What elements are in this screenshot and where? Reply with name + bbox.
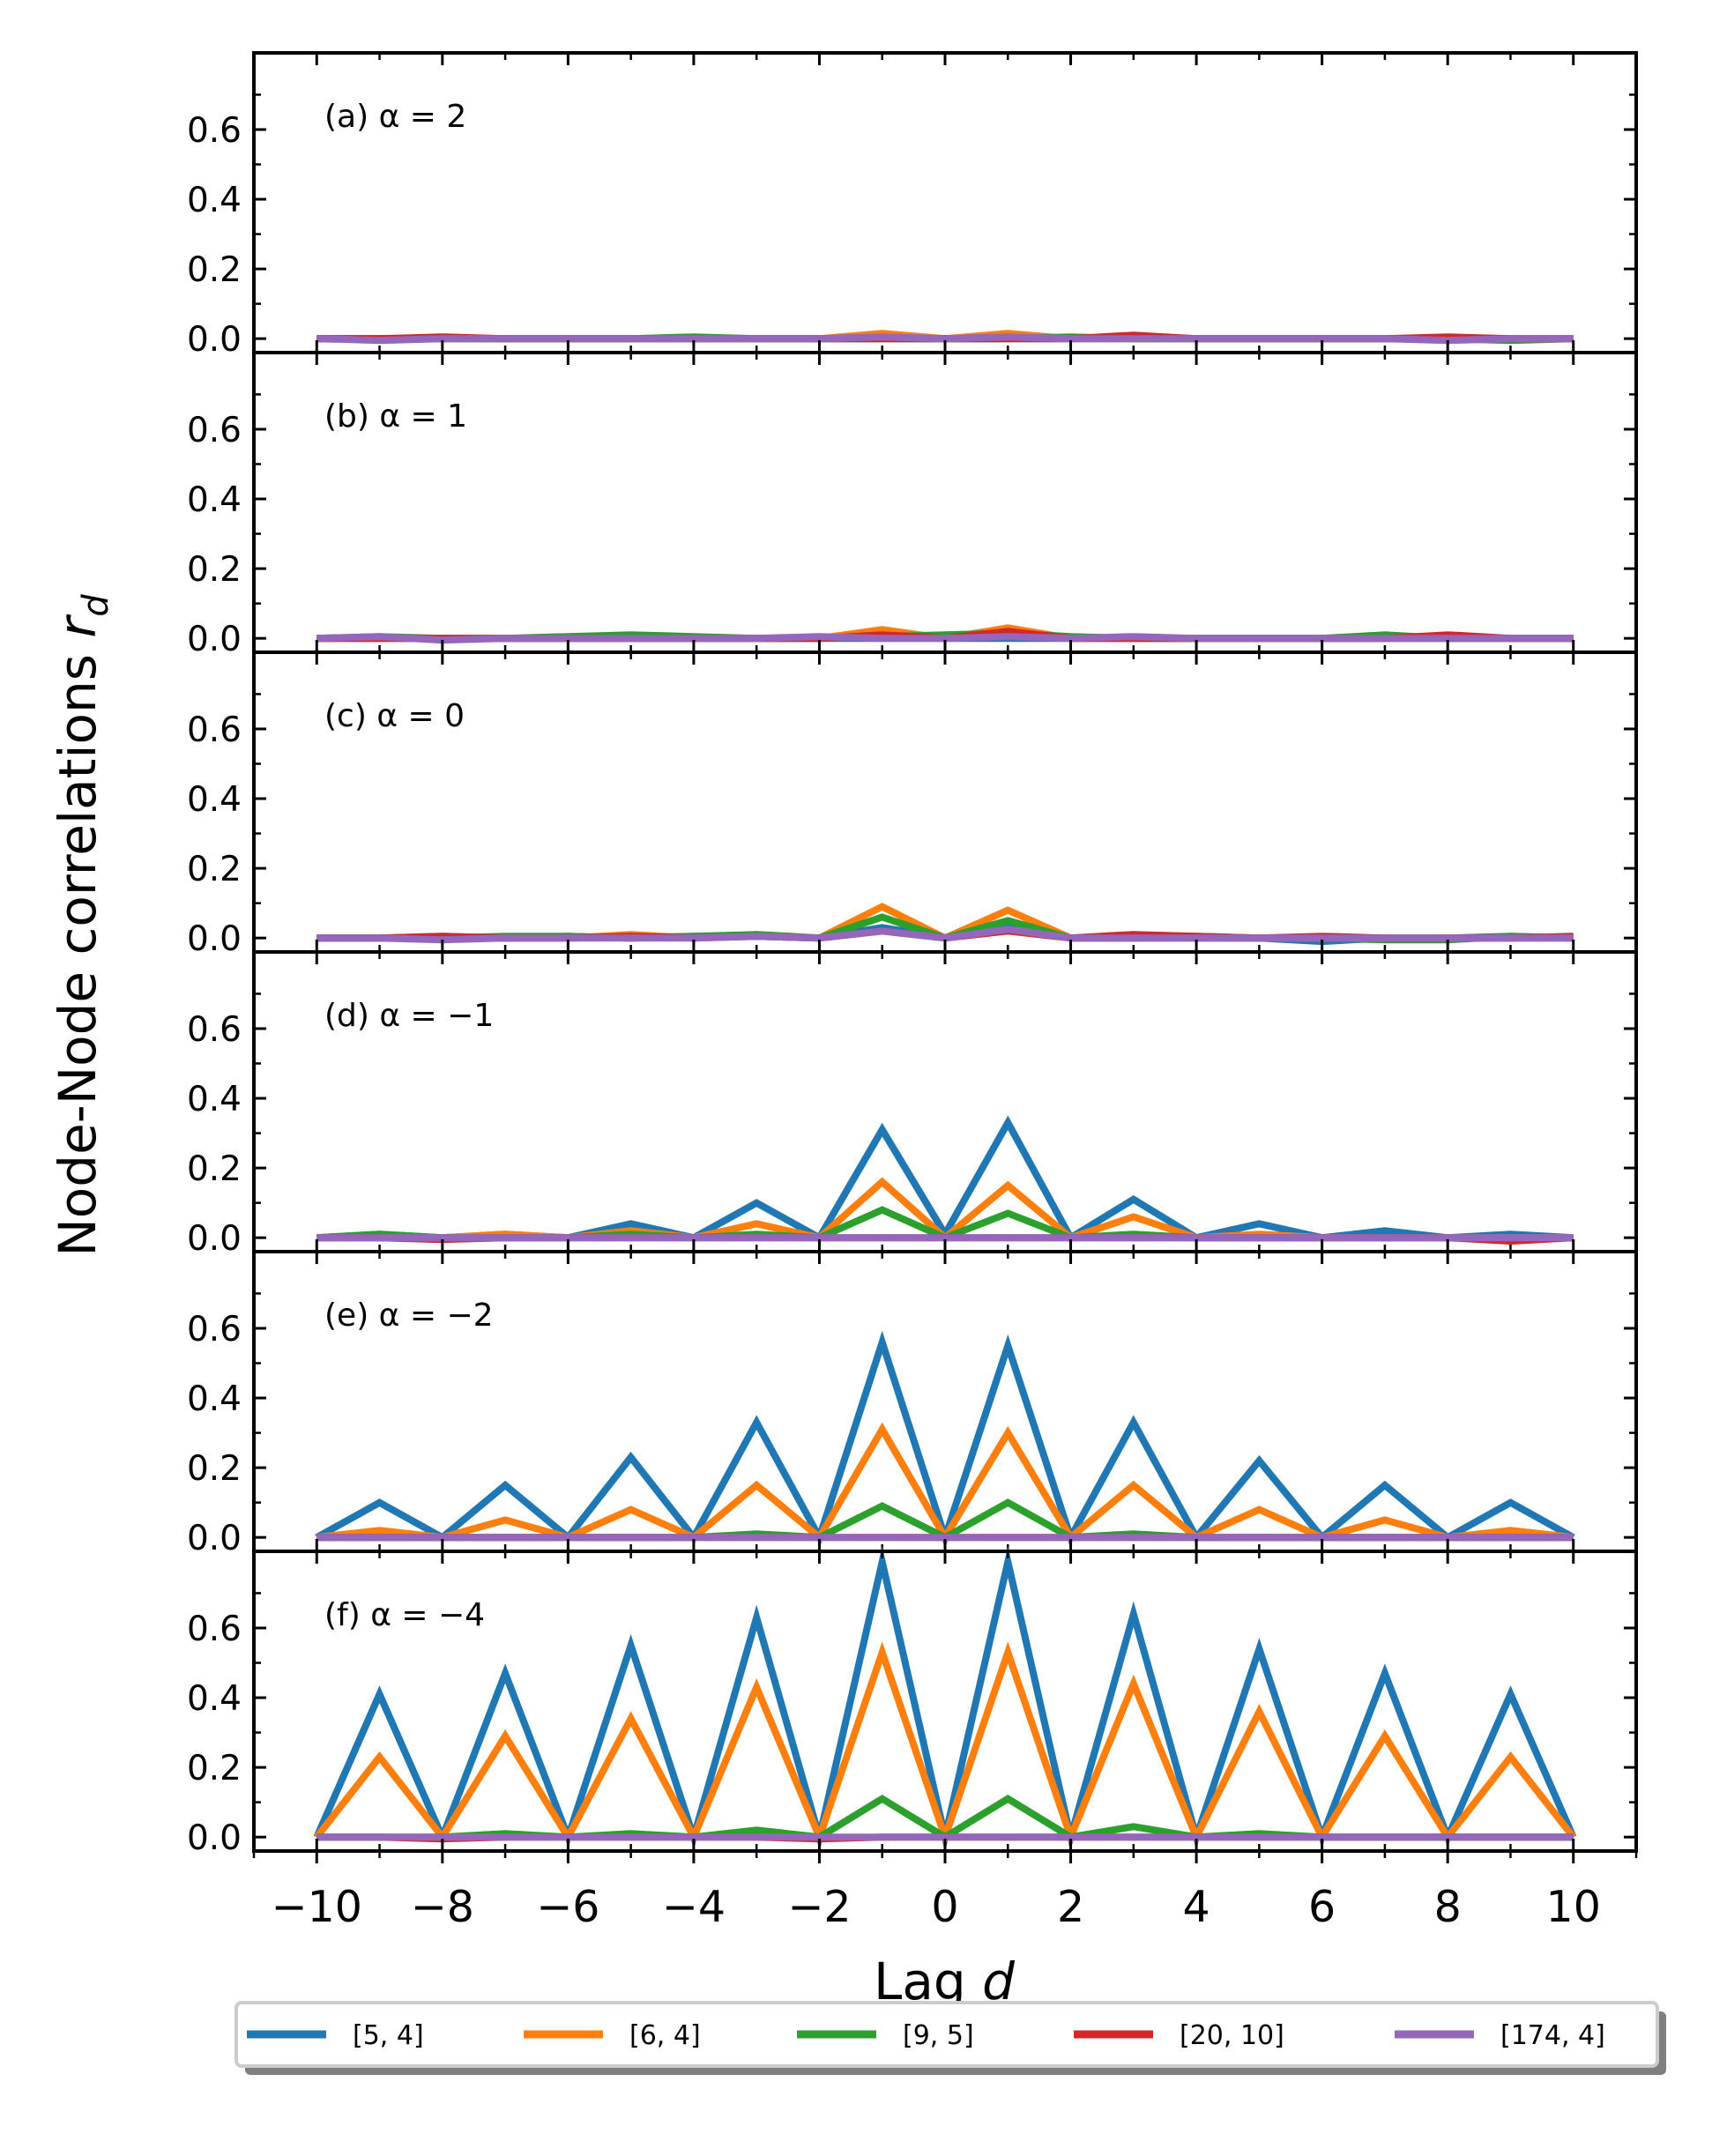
y-tick-label: 0.6: [187, 111, 242, 151]
legend-label: [20, 10]: [1180, 2020, 1284, 2051]
y-tick-label: 0.6: [187, 1310, 242, 1349]
y-tick-label: 0.4: [187, 1379, 242, 1419]
x-tick-label: 6: [1308, 1882, 1336, 1932]
panel-b: 0.0 0.2 0.4 0.6 (b) α = 1: [187, 351, 1638, 659]
y-tick-label: 0.4: [187, 181, 242, 220]
panel-frame: [252, 651, 1638, 954]
series-group: [316, 1115, 1574, 1245]
y-tick-label: 0.0: [187, 620, 242, 659]
series-line-174-4: [316, 333, 1574, 345]
panel-label: (d) α = −1: [324, 998, 494, 1034]
legend-label: [9, 5]: [903, 2020, 974, 2051]
y-tick-label: 0.2: [187, 250, 242, 290]
x-axis: −10 −8 −6 −4 −2 0 2 4 6 8 10: [252, 1851, 1638, 1932]
y-axis-label: Node-Node correlations rd: [48, 594, 116, 1257]
y-tick-label: 0.0: [187, 1818, 242, 1858]
y-tick-label: 0.6: [187, 411, 242, 450]
panel-d: 0.0 0.2 0.4 0.6 (d) α = −1: [187, 950, 1638, 1259]
panel-label: (b) α = 1: [324, 398, 467, 435]
y-tick-label: 0.6: [187, 710, 242, 750]
x-tick-label: −6: [536, 1882, 599, 1932]
series-line-5-4: [316, 1115, 1574, 1243]
legend-label: [6, 4]: [629, 2020, 701, 2051]
series-line-174-4: [316, 926, 1574, 944]
x-tick-label: 4: [1182, 1882, 1210, 1932]
y-tick-label: 0.4: [187, 780, 242, 820]
panel-frame: [252, 51, 1638, 354]
x-tick-label: −4: [662, 1882, 726, 1932]
y-tick-label: 0.0: [187, 919, 242, 959]
y-tick-label: 0.2: [187, 1149, 242, 1189]
y-tick-label: 0.4: [187, 1080, 242, 1119]
series-line-5-4: [313, 1545, 1577, 1854]
legend-label: [5, 4]: [353, 2020, 424, 2051]
x-tick-label: 2: [1057, 1882, 1084, 1932]
y-tick-label: 0.4: [187, 1679, 242, 1719]
x-tick-label: −8: [411, 1882, 474, 1932]
y-tick-label: 0.0: [187, 1219, 242, 1259]
panel-a: 0.0 0.2 0.4 0.6 (a) α = 2: [187, 51, 1638, 360]
y-tick-label: 0.6: [187, 1010, 242, 1050]
legend-label: [174, 4]: [1500, 2020, 1605, 2051]
panel-label: (c) α = 0: [324, 698, 465, 734]
x-tick-label: 10: [1546, 1882, 1601, 1932]
y-tick-label: 0.4: [187, 480, 242, 520]
series-group: [315, 1330, 1575, 1550]
y-tick-label: 0.0: [187, 1519, 242, 1558]
legend-box: [234, 2001, 1659, 2068]
y-tick-label: 0.2: [187, 1449, 242, 1489]
x-tick-label: 8: [1434, 1882, 1462, 1932]
series-group: [316, 903, 1574, 946]
series-group: [313, 1545, 1577, 1854]
y-tick-label: 0.2: [187, 1749, 242, 1788]
x-tick-label: −2: [787, 1882, 851, 1932]
y-tick-label: 0.2: [187, 850, 242, 889]
panel-label: (f) α = −4: [324, 1597, 485, 1633]
panel-f: 0.0 0.2 0.4 0.6 (f) α = −4: [187, 1545, 1638, 1858]
series-line-5-4: [315, 1330, 1575, 1550]
panel-frame: [252, 950, 1638, 1253]
y-tick-label: 0.2: [187, 550, 242, 590]
panel-frame: [252, 351, 1638, 654]
panel-c: 0.0 0.2 0.4 0.6 (c) α = 0: [187, 651, 1638, 959]
y-tick-label: 0.0: [187, 320, 242, 360]
series-group: [316, 624, 1574, 644]
panels-layer: 0.0 0.2 0.4 0.6 (a) α = 2 0.0 0.2 0.4 0.6 (b) α =…: [187, 51, 1638, 1932]
x-tick-label: 0: [931, 1882, 958, 1932]
series-group: [316, 330, 1574, 345]
panel-frame: [252, 1250, 1638, 1553]
series-line-174-4: [316, 633, 1574, 644]
legend: [5, 4] [6, 4] [9, 5] [20, 10] [174, 4]: [234, 2001, 1666, 2075]
panel-label: (e) α = −2: [324, 1297, 494, 1334]
panel-label: (a) α = 2: [324, 99, 466, 135]
panel-e: 0.0 0.2 0.4 0.6 (e) α = −2: [187, 1250, 1638, 1558]
y-tick-label: 0.6: [187, 1610, 242, 1649]
x-tick-label: −10: [272, 1882, 362, 1932]
